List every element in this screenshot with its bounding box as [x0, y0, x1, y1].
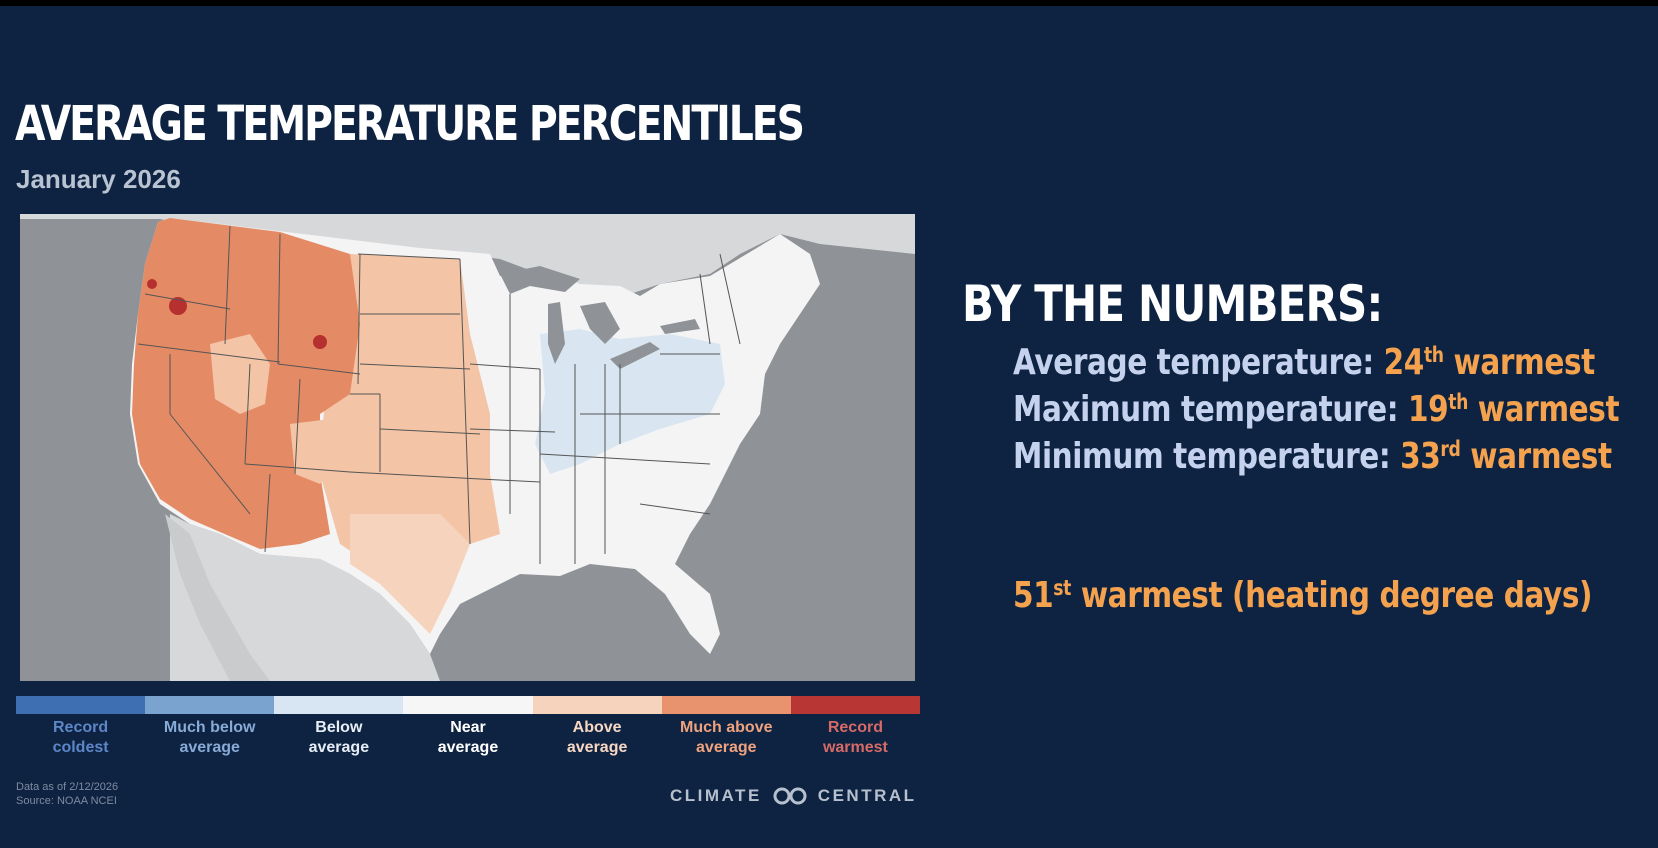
legend-label-record-warmest: Record warmest [822, 719, 888, 756]
great-basin-near-avg [210, 334, 270, 414]
legend-swatch-above [532, 696, 662, 714]
gulf-of-mexico [450, 574, 680, 681]
legend-label-much-above: Much above average [680, 719, 773, 756]
slide-title: AVERAGE TEMPERATURE PERCENTILES [15, 96, 805, 152]
stat-maximum-temperature: Maximum temperature: 19th warmest [1013, 389, 1620, 430]
brand-right-text: CENTRAL [817, 786, 917, 805]
legend-label-above: Above average [566, 719, 628, 756]
legend-label-near: Near average [437, 719, 499, 756]
lake-huron [580, 302, 620, 344]
data-date-note: Data as of 2/12/2026 [16, 781, 119, 793]
lake-superior [500, 266, 580, 294]
legend-swatch-below [274, 696, 404, 714]
legend-swatch-much-below [145, 696, 275, 714]
climate-central-logo: CLIMATE CENTRAL [670, 786, 917, 806]
lake-erie [610, 342, 660, 369]
record-warm-spot [147, 279, 157, 289]
slide-subtitle: January 2026 [16, 164, 181, 194]
state-borders [137, 225, 741, 564]
lake-ontario [660, 319, 700, 334]
us-map-svg [20, 214, 915, 681]
colorado-plateau [290, 419, 340, 484]
stat-minimum-temperature: Minimum temperature: 33rd warmest [1013, 436, 1612, 477]
stat-average-temperature: Average temperature: 24th warmest [1013, 342, 1595, 383]
legend-label-record-coldest: Record coldest [52, 719, 109, 756]
below-average-zone [535, 329, 725, 474]
brand-left-text: CLIMATE [670, 786, 762, 805]
above-average-zone [320, 254, 500, 594]
lake-michigan [548, 302, 565, 364]
above-average-texas [350, 514, 470, 634]
data-source-footnote: Data as of 2/12/2026 Source: NOAA NCEI [16, 780, 118, 808]
stat-heating-degree-days: 51st warmest (heating degree days) [1013, 575, 1593, 616]
legend-swatch-record-coldest [16, 696, 146, 714]
infinity-rings-icon [773, 787, 807, 805]
baja-peninsula [165, 514, 270, 681]
temperature-percentile-map [20, 214, 915, 681]
legend-swatch-record-warmest [790, 696, 920, 714]
record-warm-spot [313, 335, 327, 349]
data-source-note: Source: NOAA NCEI [16, 795, 117, 807]
legend-label-much-below: Much below average [163, 719, 256, 756]
legend-swatch-much-above [661, 696, 791, 714]
legend-color-bar [16, 696, 920, 714]
legend-label-below: Below average [308, 719, 370, 756]
legend-labels: Record coldest Much below average Below ave… [16, 718, 920, 758]
record-warm-spot [169, 297, 187, 315]
legend-swatch-near [403, 696, 533, 714]
slide: AVERAGE TEMPERATURE PERCENTILES January … [0, 6, 1658, 848]
by-the-numbers-heading: BY THE NUMBERS: [962, 275, 1383, 333]
